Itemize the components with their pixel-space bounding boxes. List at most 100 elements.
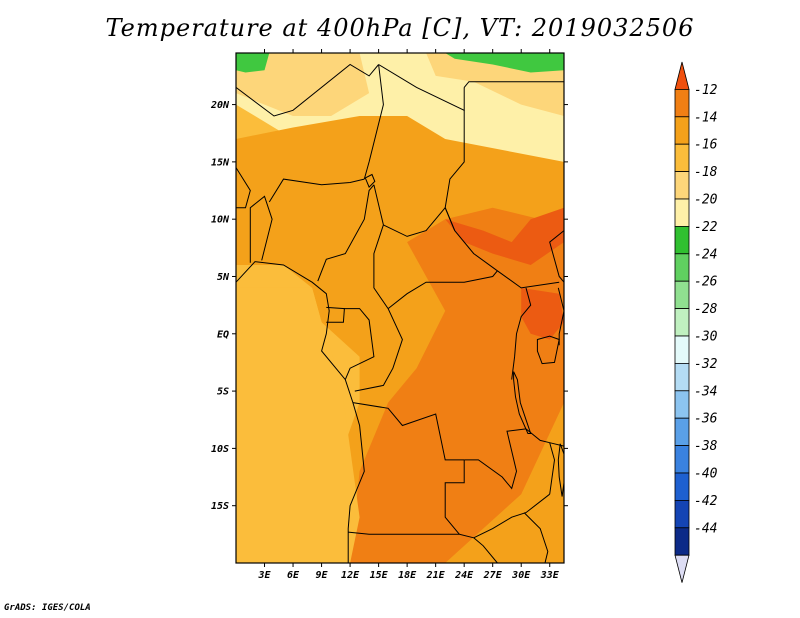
border-benin-togo bbox=[249, 195, 273, 263]
border-eq-guinea-gabon bbox=[326, 306, 345, 323]
border-angola-zambia bbox=[444, 459, 465, 535]
colorbar: -12 -14 -16 -18 -20 -22 -24 -26 -28 -30 -32 -34 -36 -… bbox=[674, 61, 718, 583]
colorbar-box bbox=[674, 362, 690, 392]
border-south-sudan bbox=[444, 207, 560, 289]
y-tick-label: 15S bbox=[211, 501, 229, 512]
border-angola-drc bbox=[352, 402, 465, 461]
band-12-core-lake bbox=[521, 287, 564, 340]
x-tick-label: 12E bbox=[341, 570, 360, 581]
colorbar-box bbox=[674, 472, 690, 501]
border-niger-nigeria bbox=[268, 178, 365, 203]
y-tick-label: 15N bbox=[211, 157, 230, 168]
country-borders bbox=[236, 63, 564, 563]
band-24-22-ne bbox=[445, 53, 564, 73]
colorbar-box bbox=[674, 143, 690, 172]
border-libya-chad bbox=[378, 64, 465, 112]
colorbar-box bbox=[674, 308, 690, 337]
colorbar-box bbox=[674, 89, 690, 118]
border-cameroon-car bbox=[373, 184, 389, 309]
x-tick-label: 18E bbox=[398, 570, 417, 581]
colorbar-label: -36 bbox=[694, 412, 718, 427]
colorbar-box bbox=[674, 445, 690, 474]
border-congo-drc bbox=[354, 308, 403, 392]
colorbar-bottom-triangle bbox=[674, 554, 690, 583]
border-malawi bbox=[549, 442, 556, 495]
x-tick-label: 27E bbox=[483, 570, 503, 581]
border-niger-algeria bbox=[236, 63, 379, 117]
colorbar-label: -30 bbox=[694, 330, 718, 345]
coastline-west bbox=[236, 261, 365, 563]
border-gabon-congo bbox=[343, 308, 375, 380]
border-niger-chad bbox=[363, 64, 384, 180]
lake-malawi bbox=[557, 443, 564, 497]
colorbar-label: -42 bbox=[694, 494, 718, 509]
colorbar-box bbox=[674, 335, 690, 364]
colorbar-label: -16 bbox=[694, 138, 718, 153]
colorbar-label: -44 bbox=[694, 521, 717, 536]
x-tick-label: 9E bbox=[316, 570, 329, 581]
axes: 3E 6E 9E 12E 15E 18E 21E 24E 27E 30E 33E 20N 15N 10N 5… bbox=[210, 49, 568, 581]
colorbar-box bbox=[674, 198, 690, 227]
border-mozambique bbox=[523, 512, 549, 563]
border-car-drc bbox=[387, 270, 498, 309]
colorbar-label: -28 bbox=[694, 302, 718, 317]
colorbar-label: -18 bbox=[694, 165, 718, 180]
colorbar-box bbox=[674, 280, 690, 310]
y-tick-label: 10N bbox=[211, 215, 230, 226]
colorbar-box bbox=[674, 527, 690, 556]
border-east-lakes bbox=[511, 287, 532, 380]
colorbar-label: -14 bbox=[694, 110, 717, 125]
x-tick-label: 15E bbox=[370, 570, 389, 581]
colorbar-label: -20 bbox=[694, 193, 718, 208]
x-tick-label: 24E bbox=[454, 570, 474, 581]
y-tick-label: 20N bbox=[210, 100, 230, 111]
colorbar-label: -40 bbox=[694, 467, 718, 482]
x-tick-label: 30E bbox=[511, 570, 531, 581]
border-nigeria-cameroon bbox=[317, 184, 375, 282]
lake-chad bbox=[364, 173, 376, 188]
x-tick-label: 3E bbox=[257, 570, 271, 581]
colorbar-label: -12 bbox=[694, 83, 718, 98]
band-20-18-north bbox=[236, 53, 370, 116]
border-zambia-zimbabwe bbox=[473, 493, 551, 539]
border-sudan-north bbox=[463, 81, 564, 88]
colorbar-top-triangle bbox=[674, 61, 690, 90]
x-tick-label: 6E bbox=[287, 570, 300, 581]
colorbar-box bbox=[674, 171, 690, 200]
border-zimbabwe-botswana bbox=[473, 537, 498, 563]
band-24-22-nw bbox=[236, 53, 270, 73]
colorbar-box bbox=[674, 225, 690, 255]
x-tick-label: 33E bbox=[540, 570, 560, 581]
x-tick-label: 21E bbox=[426, 570, 446, 581]
colorbar-label: -26 bbox=[694, 275, 718, 290]
credit-label: GrADS: IGES/COLA bbox=[4, 603, 91, 613]
border-tanzania bbox=[525, 428, 564, 447]
colorbar-box bbox=[674, 499, 690, 529]
colorbar-label: -24 bbox=[694, 247, 717, 262]
colorbar-box bbox=[674, 417, 690, 447]
colorbar-label: -38 bbox=[694, 439, 718, 454]
lake-tanganyika bbox=[513, 371, 532, 434]
temperature-field bbox=[236, 53, 564, 563]
chart-title: Temperature at 400hPa [C], VT: 201903250… bbox=[105, 14, 695, 42]
colorbar-label: -34 bbox=[694, 384, 717, 399]
border-zambia-drc bbox=[464, 428, 527, 490]
y-tick-label: EQ bbox=[217, 329, 229, 340]
border-chad-car bbox=[383, 207, 446, 237]
plot-frame bbox=[235, 52, 565, 564]
colorbar-label: -22 bbox=[694, 220, 718, 235]
colorbar-box bbox=[674, 116, 690, 145]
colorbar-box bbox=[674, 390, 690, 419]
border-sudan-ethiopia bbox=[549, 230, 564, 283]
colorbar-box bbox=[674, 253, 690, 282]
y-tick-label: 5N bbox=[217, 272, 230, 283]
border-burkina bbox=[236, 167, 251, 209]
band-12-core-east bbox=[445, 207, 564, 265]
lake-victoria bbox=[536, 335, 560, 365]
ocean-field bbox=[236, 287, 360, 563]
y-tick-label: 5S bbox=[217, 387, 229, 398]
colorbar-label: -32 bbox=[694, 357, 718, 372]
band-14-12 bbox=[350, 207, 564, 563]
y-tick-label: 10S bbox=[211, 444, 229, 455]
